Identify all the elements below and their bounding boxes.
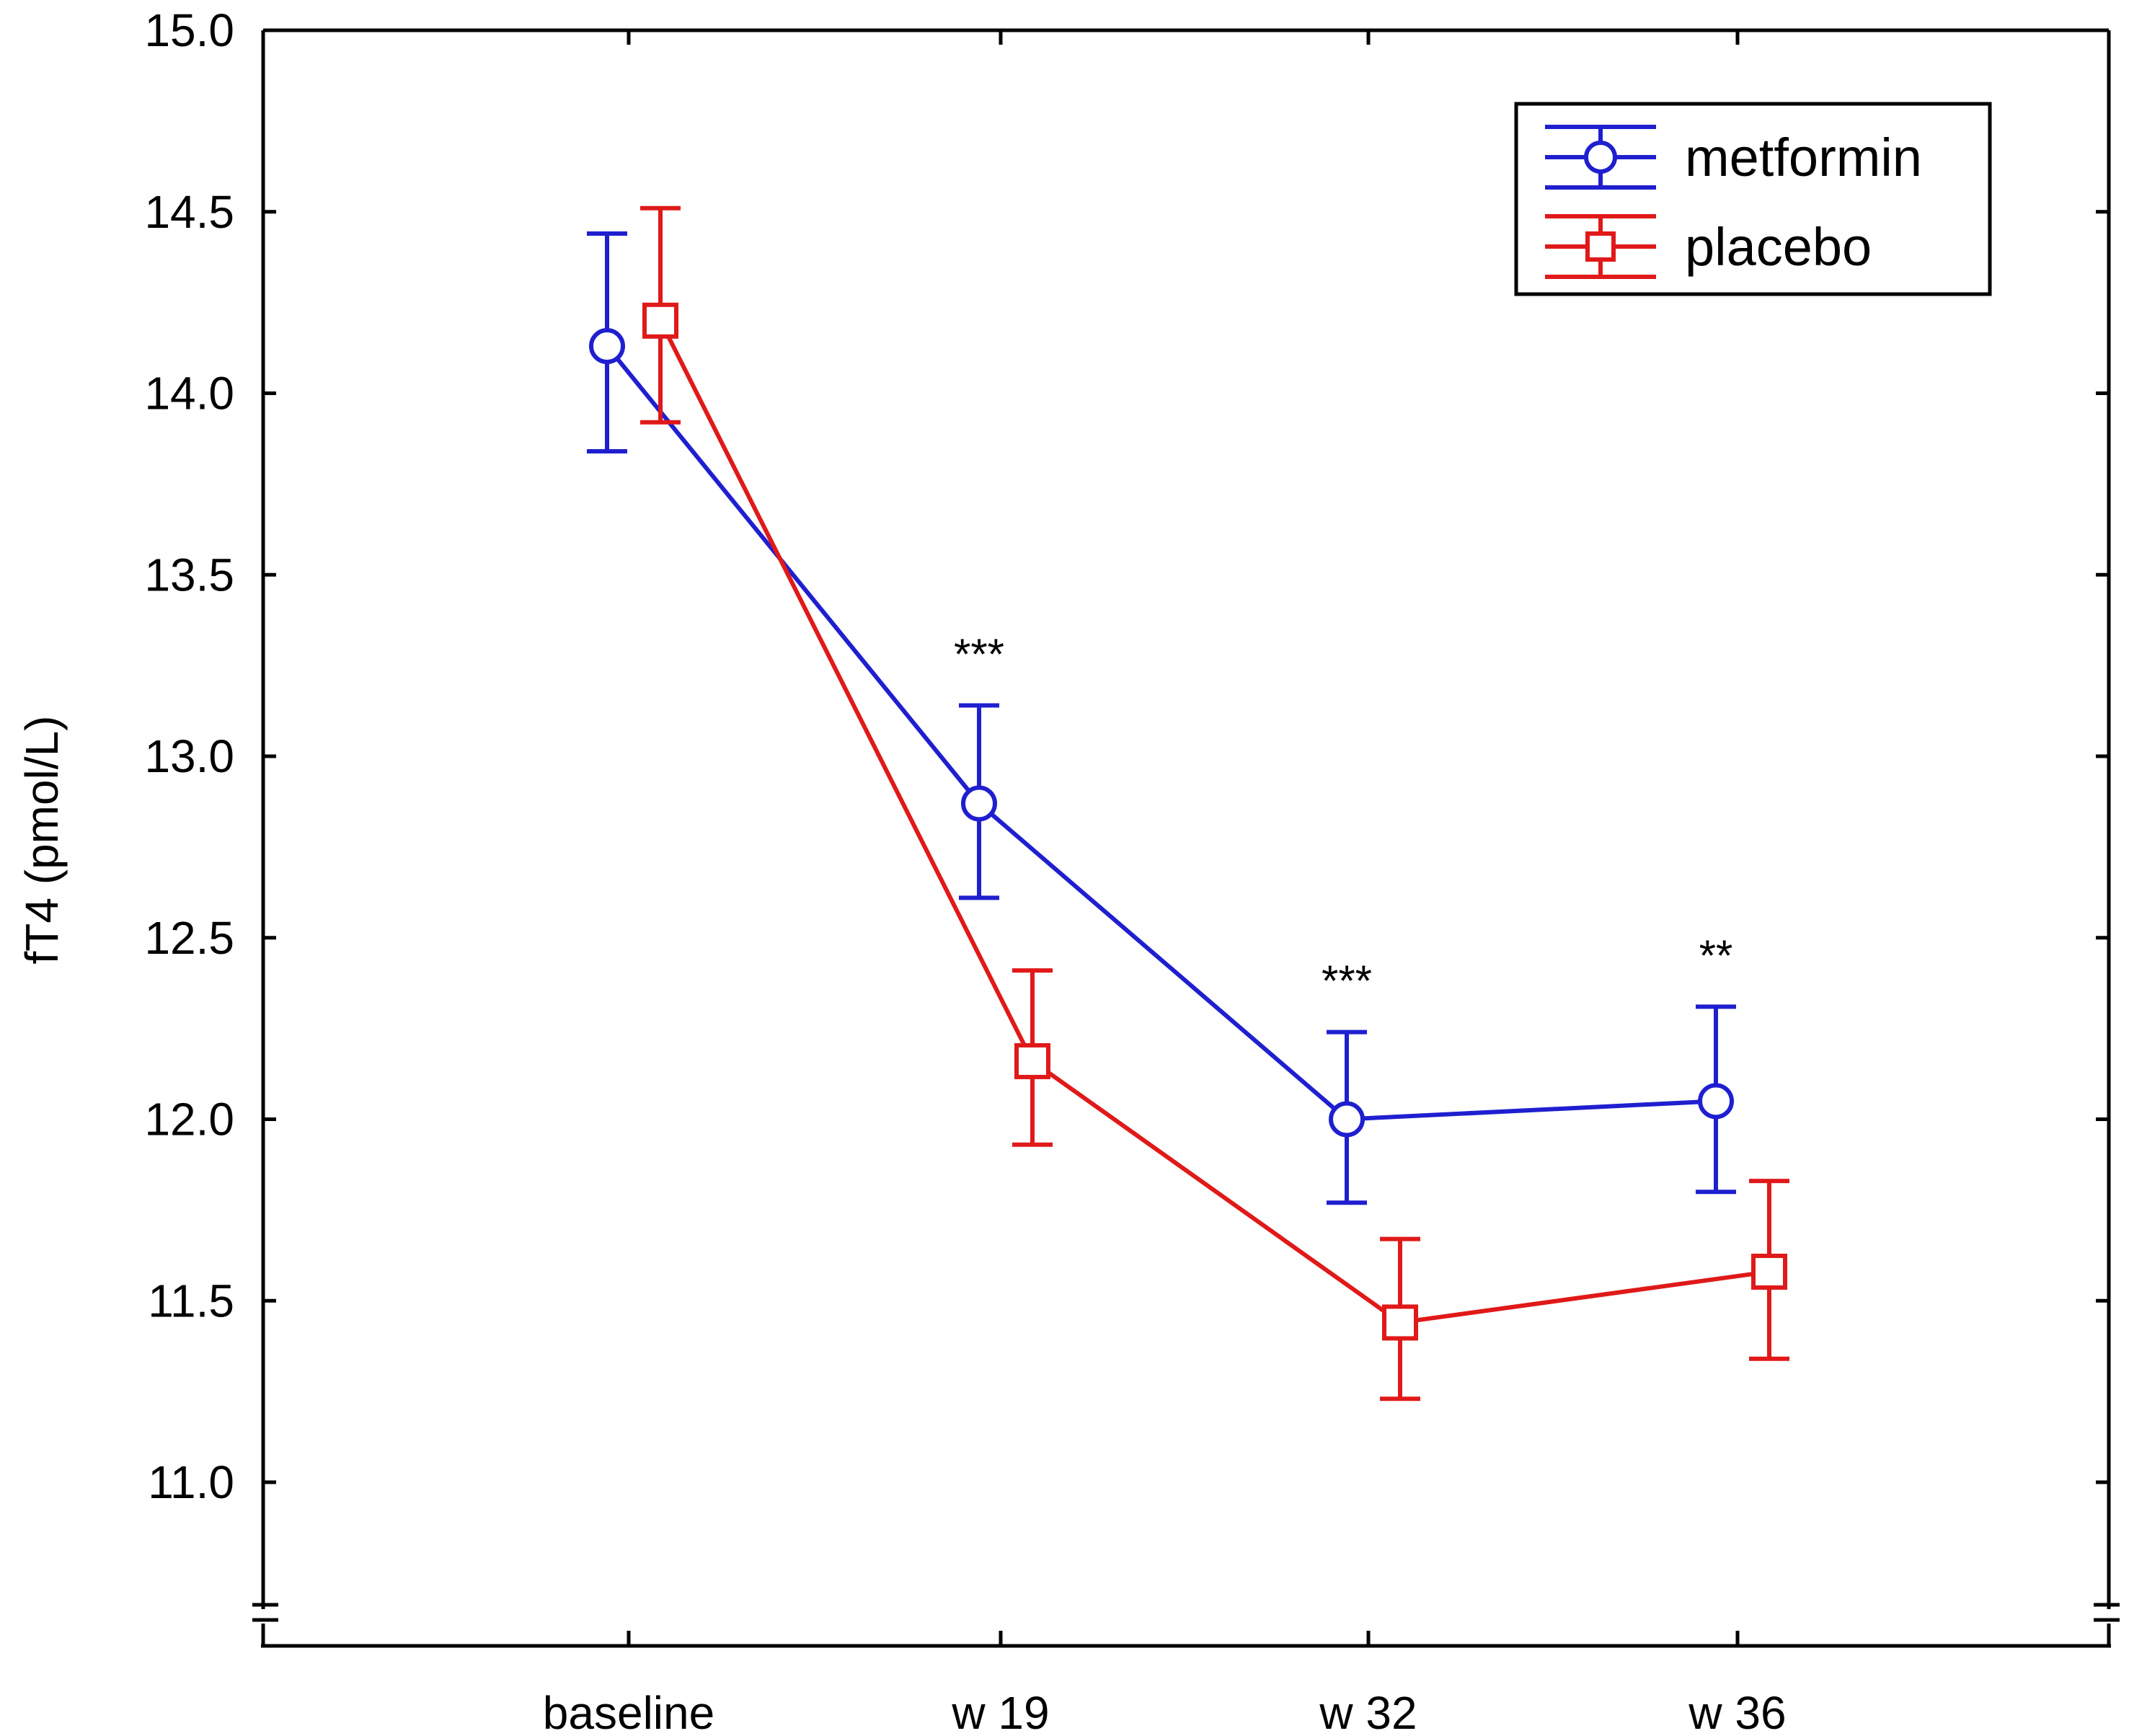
y-tick-label: 11.5 <box>148 1275 234 1327</box>
series <box>587 205 1789 1401</box>
data-point-placebo <box>642 302 678 339</box>
y-tick-label: 14.5 <box>144 186 234 238</box>
y-axis: 11.0 11.5 12.0 12.5 13.0 13.5 14.0 14.5 15.0 <box>144 4 2109 1508</box>
data-point-metformin <box>961 785 997 822</box>
data-point-placebo <box>1382 1304 1418 1341</box>
legend-label: placebo <box>1685 217 1872 277</box>
x-axis: baseline w 19 w 32 w 36 <box>543 30 1787 1736</box>
x-tick-label: baseline <box>543 1687 714 1736</box>
legend-marker <box>1584 141 1617 174</box>
x-tick-label: w 32 <box>1319 1687 1417 1736</box>
x-tick-label: w 19 <box>951 1687 1049 1736</box>
series-line-placebo <box>658 319 1770 1325</box>
data-point-placebo <box>1751 1253 1787 1290</box>
axis-break-right <box>2094 1603 2120 1622</box>
significance-marker: ** <box>1699 931 1733 980</box>
data-point-metformin <box>1698 1083 1734 1120</box>
axes-frame <box>252 28 2120 1648</box>
y-tick-label: 12.5 <box>144 912 234 964</box>
significance-marker: *** <box>954 630 1004 678</box>
legend-item-metformin: metformin <box>1545 125 1922 190</box>
y-tick-label: 15.0 <box>144 4 234 56</box>
significance-annotations: ******** <box>954 630 1732 1005</box>
y-axis-title: fT4 (pmol/L) <box>16 716 68 965</box>
legend-box <box>1514 102 1992 296</box>
y-tick-label: 13.0 <box>144 730 234 782</box>
axis-break-left <box>252 1603 278 1622</box>
y-tick-label: 13.5 <box>144 549 234 601</box>
data-point-metformin <box>1329 1101 1365 1138</box>
data-point-placebo <box>1014 1042 1050 1079</box>
x-tick-label: w 36 <box>1688 1687 1786 1736</box>
series-placebo <box>640 205 1789 1401</box>
legend-label: metformin <box>1685 128 1922 187</box>
significance-marker: *** <box>1322 957 1372 1005</box>
y-tick-label: 14.0 <box>144 368 234 420</box>
series-metformin <box>587 231 1736 1205</box>
legend-item-placebo: placebo <box>1545 214 1872 279</box>
y-tick-label: 11.0 <box>148 1456 234 1508</box>
y-tick-label: 12.0 <box>144 1094 234 1146</box>
data-point-metformin <box>589 328 625 365</box>
legend-marker <box>1585 231 1616 262</box>
series-line-metformin <box>605 345 1717 1122</box>
legend: metformin placebo <box>1514 102 1992 296</box>
